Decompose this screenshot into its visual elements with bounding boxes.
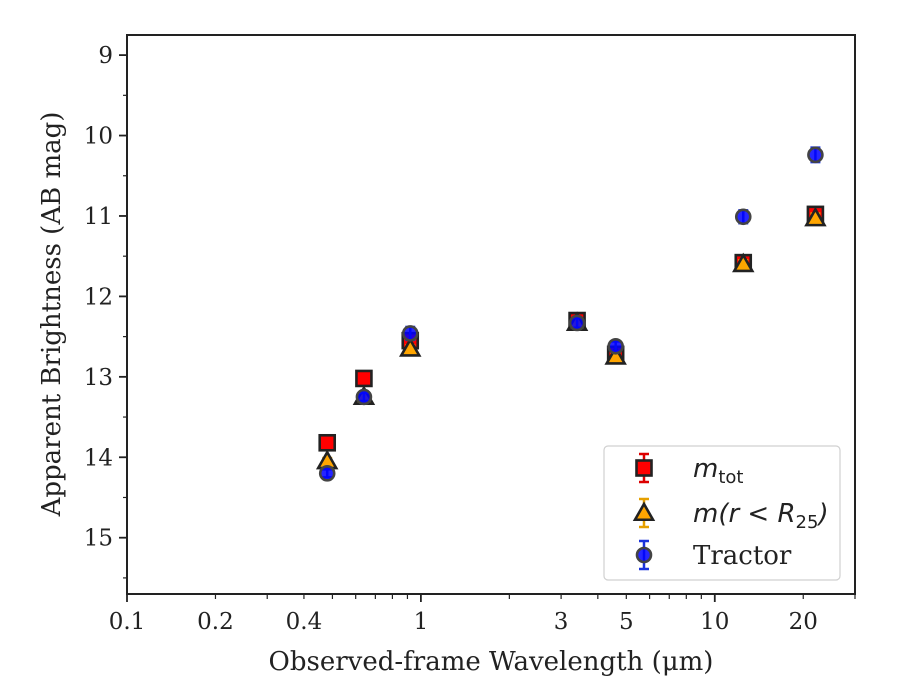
y-tick-label: 9 xyxy=(98,43,113,69)
y-tick-label: 11 xyxy=(84,204,113,230)
legend-marker xyxy=(635,546,653,564)
data-point xyxy=(734,208,752,226)
data-point xyxy=(318,465,336,482)
data-point xyxy=(399,337,422,357)
y-tick-label: 12 xyxy=(84,284,113,310)
legend-label: m(r < R25) xyxy=(693,499,829,533)
data-point xyxy=(732,252,755,273)
x-tick-label: 20 xyxy=(789,609,818,635)
data-point xyxy=(568,314,586,332)
plot-frame xyxy=(126,34,856,595)
legend: mtot m(r < R25) Tractor xyxy=(603,445,841,581)
legend-box xyxy=(603,445,841,581)
legend-marker xyxy=(632,501,656,522)
x-axis-title: Observed-frame Wavelength (μm) xyxy=(269,647,714,677)
y-tick-label: 14 xyxy=(84,445,113,471)
series-circle xyxy=(318,146,824,482)
data-point xyxy=(355,388,373,406)
data-point xyxy=(355,369,373,388)
x-tick-label: 0.4 xyxy=(286,609,323,635)
data-point xyxy=(318,433,337,452)
data-point xyxy=(804,206,827,227)
data-point xyxy=(401,325,419,342)
data-point xyxy=(607,337,624,355)
x-tick-label: 3 xyxy=(554,609,569,635)
series-triangle xyxy=(315,206,827,470)
data-marks xyxy=(315,146,827,482)
y-tick-label: 10 xyxy=(84,124,113,150)
data-point xyxy=(604,345,627,365)
legend-label: Tractor xyxy=(693,541,792,571)
plot-border xyxy=(126,34,856,595)
y-axis-title: Apparent Brightness (AB mag) xyxy=(37,112,67,518)
x-tick-label: 0.2 xyxy=(197,609,234,635)
data-point xyxy=(807,146,824,164)
x-tick-label: 1 xyxy=(414,609,429,635)
legend-marker xyxy=(635,459,653,477)
legend-label: mtot xyxy=(693,454,743,488)
x-tick-label: 0.1 xyxy=(109,609,146,635)
x-tick-label: 5 xyxy=(619,609,634,635)
y-tick-label: 15 xyxy=(84,526,113,552)
y-tick-label: 13 xyxy=(84,365,113,391)
x-tick-label: 10 xyxy=(700,609,729,635)
